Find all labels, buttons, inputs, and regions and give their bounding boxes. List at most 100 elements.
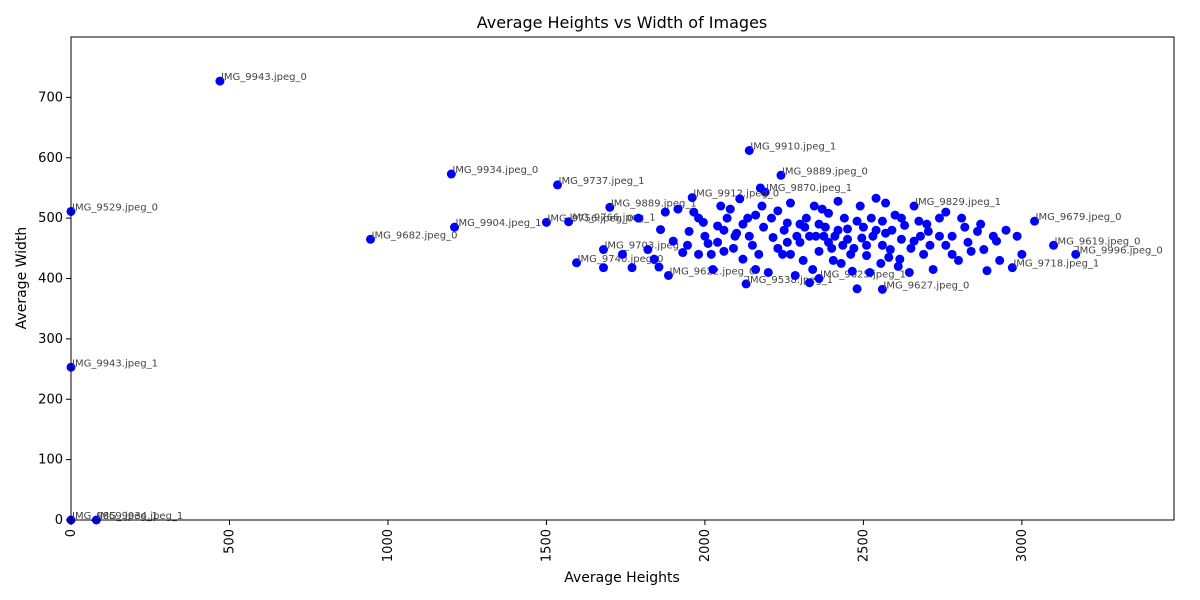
data-point [694,249,704,259]
data-point [564,217,574,227]
y-tick-label: 0 [55,513,63,528]
data-point [808,264,818,274]
data-point-label: IMG_9859.jpeg_1 [72,511,158,522]
data-point [887,225,897,235]
data-point [768,232,778,242]
data-point [858,222,868,232]
data-point [877,284,887,294]
data-point [689,207,699,217]
data-point [1007,263,1017,273]
data-point [719,225,729,235]
data-point [824,208,834,218]
data-point [763,267,773,277]
data-point [928,264,938,274]
data-point [838,240,848,250]
plot-area: IMG_9943.jpeg_0 IMG_9910.jpeg_1 IMG_9934.j… [66,72,1163,525]
data-point [995,255,1005,265]
data-point-label: IMG_9740.jpeg_0 [578,254,664,265]
data-point [828,255,838,265]
x-tick-label: 2500 [856,529,871,562]
data-point [627,263,637,273]
data-point [833,196,843,206]
y-tick-label: 600 [38,151,63,166]
data-point [909,201,919,211]
data-point [896,213,906,223]
data-point [941,207,951,217]
data-point [843,224,853,234]
data-point [700,231,710,241]
data-point [785,249,795,259]
y-tick-label: 700 [38,90,63,105]
data-point [906,243,916,253]
data-point [795,219,805,229]
data-point [934,213,944,223]
data-point [923,226,933,236]
data-point [678,248,688,258]
data-point [982,266,992,276]
data-point-label: IMG_9996.jpeg_0 [1077,245,1163,256]
data-point [713,237,723,247]
data-point [716,201,726,211]
data-point [1071,249,1081,259]
data-point-label: IMG_9904.jpeg_1 [456,218,542,229]
data-point [877,216,887,226]
data-point [572,258,582,268]
data-point [846,249,856,259]
data-point-label: IMG_9766.jpeg_1 [570,213,656,224]
data-point [947,231,957,241]
data-point [782,218,792,228]
x-axis-label: Average Heights [564,570,680,586]
data-point [865,267,875,277]
data-point [877,240,887,250]
data-point [673,204,683,214]
y-tick-label: 400 [38,272,63,287]
data-point [643,245,653,255]
data-point [663,270,673,280]
data-point-label: IMG_9889.jpeg_0 [782,166,868,177]
data-point [687,193,697,203]
data-point [744,146,754,156]
data-point [785,198,795,208]
y-tick-label: 300 [38,332,63,347]
data-point [805,278,815,288]
data-point [1049,240,1059,250]
data-point [773,206,783,216]
data-point [934,231,944,241]
data-point [725,204,735,214]
data-point [904,267,914,277]
data-point [801,213,811,223]
data-point [728,243,738,253]
chart-title: Average Heights vs Width of Images [477,13,768,32]
data-point [656,225,666,235]
x-tick-label: 1500 [539,529,554,562]
data-point [805,231,815,241]
data-point [884,252,894,262]
data-point [743,213,753,223]
data-point [757,201,767,211]
data-point [706,249,716,259]
data-point [598,245,608,255]
data-point [852,216,862,226]
data-point-label: IMG_9737.jpeg_1 [559,176,645,187]
data-point [925,240,935,250]
data-point [817,204,827,214]
data-point [914,216,924,226]
data-point [814,274,824,283]
data-point [790,270,800,280]
data-point [708,264,718,274]
data-point-label: IMG_9538.jpeg_1 [747,275,833,286]
data-point [1012,231,1022,241]
y-tick-label: 200 [38,392,63,407]
data-point [909,236,919,246]
data-point [839,213,849,223]
data-point [668,236,678,246]
data-point [798,255,808,265]
data-point [776,170,786,180]
data-point-label: IMG_9529.jpeg_0 [72,202,158,213]
data-point [881,198,891,208]
data-point-label: IMG_9682.jpeg_0 [372,230,458,241]
data-point [852,284,862,294]
data-point [618,249,627,259]
data-point-label: IMG_9627.jpeg_0 [883,280,969,291]
data-point [755,183,765,193]
